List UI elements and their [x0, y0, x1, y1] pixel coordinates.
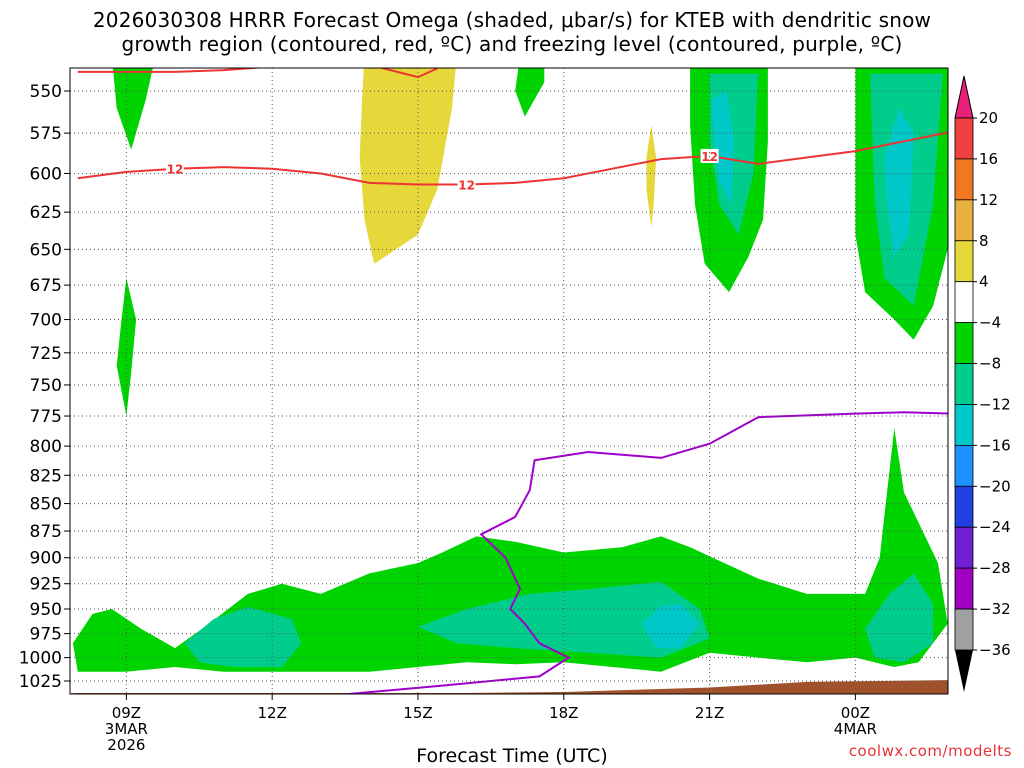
- x-tick-label: 12Z: [257, 704, 286, 722]
- y-tick-label: 575: [30, 124, 62, 144]
- x-tick-label: 18Z: [549, 704, 578, 722]
- y-tick-label: 725: [30, 344, 62, 364]
- y-tick-label: 825: [30, 466, 62, 486]
- omega-region-teal-18z: [418, 581, 710, 658]
- colorbar-band: [954, 444, 974, 487]
- y-tick-label: 775: [30, 407, 62, 427]
- x-tick-year: 2026: [107, 736, 145, 754]
- colorbar-band: [954, 526, 974, 569]
- y-tick-label: 875: [30, 522, 62, 542]
- omega-region-cyan-00z: [884, 108, 914, 257]
- ground-surface: [70, 680, 948, 694]
- y-tick-label: 975: [30, 625, 62, 645]
- y-tick-label: 625: [30, 203, 62, 223]
- y-tick-label: 650: [30, 240, 62, 260]
- colorbar-band: [954, 404, 974, 446]
- y-tick-label: 550: [30, 82, 62, 102]
- omega-region-yellow-20z: [646, 124, 657, 228]
- colorbar-label: −28: [979, 559, 1011, 577]
- y-tick-label: 925: [30, 575, 62, 595]
- y-tick-label: 600: [30, 164, 62, 184]
- x-tick-label: 15Z: [403, 704, 432, 722]
- colorbar-band: [954, 158, 974, 201]
- colorbar-label: −20: [979, 477, 1011, 495]
- colorbar-band: [954, 281, 974, 324]
- colorbar-label: −4: [979, 314, 1001, 332]
- colorbar-label: −12: [979, 395, 1011, 413]
- y-tick-label: 750: [30, 376, 62, 396]
- x-axis-title: Forecast Time (UTC): [416, 745, 608, 767]
- omega-region-teal-00z: [865, 573, 934, 663]
- colorbar-label: −16: [979, 436, 1011, 454]
- contour-label-minus12: 12: [458, 178, 475, 192]
- colorbar-band: [954, 608, 974, 651]
- colorbar-bottom-arrow: [955, 650, 973, 692]
- y-tick-label: 850: [30, 495, 62, 515]
- omega-region-green-09z-upper: [112, 68, 153, 150]
- colorbar-label: 8: [979, 232, 989, 250]
- colorbar-band: [954, 117, 974, 160]
- colorbar-band: [954, 567, 974, 610]
- y-tick-label: 800: [30, 437, 62, 457]
- y-tick-label: 1000: [19, 649, 62, 669]
- omega-region-green-09z-mid: [116, 278, 137, 416]
- colorbar-label: −36: [979, 641, 1011, 659]
- y-tick-label: 950: [30, 600, 62, 620]
- contour-label-bg: [700, 148, 719, 163]
- y-tick-label: 700: [30, 311, 62, 331]
- omega-region-yellow-14z: [359, 68, 456, 264]
- omega-region-green-lowlevel: [72, 428, 948, 672]
- x-tick-date: 4MAR: [834, 720, 877, 738]
- x-tick-label: 00Z: [841, 704, 870, 722]
- colorbar-label: 20: [979, 109, 998, 127]
- x-tick-label: 21Z: [695, 704, 724, 722]
- colorbar-top-arrow: [954, 75, 974, 119]
- watermark: coolwx.com/modelts: [848, 742, 1012, 760]
- colorbar-band: [954, 485, 974, 528]
- x-tick-date: 3MAR: [105, 720, 148, 738]
- colorbar-band: [954, 199, 974, 242]
- freezing-level-contour: [340, 411, 948, 694]
- colorbar-band: [954, 322, 974, 364]
- colorbar-label: −24: [979, 518, 1011, 536]
- contour-label-bg: [165, 161, 184, 176]
- chart-title-line2: growth region (contoured, red, ºC) and f…: [121, 32, 903, 56]
- y-tick-label: 675: [30, 276, 62, 296]
- omega-region-cyan-20z: [641, 604, 700, 649]
- y-tick-label: 1025: [19, 672, 62, 692]
- colorbar: 20 16 12 8 4 −4 −8 −12 −16 −20 −24 −28 −32 −36: [954, 75, 1011, 692]
- omega-region-cyan-21z: [712, 91, 734, 205]
- plot-frame: [69, 67, 949, 695]
- chart-title-line1: 2026030308 HRRR Forecast Omega (shaded, …: [92, 8, 932, 32]
- colorbar-label: 12: [979, 191, 998, 209]
- colorbar-band: [954, 240, 974, 283]
- colorbar-label: 4: [979, 273, 989, 291]
- dendritic-contour-minus12: [77, 131, 948, 186]
- omega-region-green-17z: [515, 68, 545, 117]
- colorbar-label: −8: [979, 355, 1001, 373]
- x-tick-label: 09Z: [112, 704, 141, 722]
- y-tick-label: 900: [30, 549, 62, 569]
- contour-label-minus12: 12: [167, 163, 184, 177]
- colorbar-band: [954, 363, 974, 405]
- colorbar-label: 16: [979, 150, 998, 168]
- contour-label-bg: [457, 177, 476, 192]
- colorbar-label: −32: [979, 600, 1011, 618]
- grid: [70, 68, 948, 694]
